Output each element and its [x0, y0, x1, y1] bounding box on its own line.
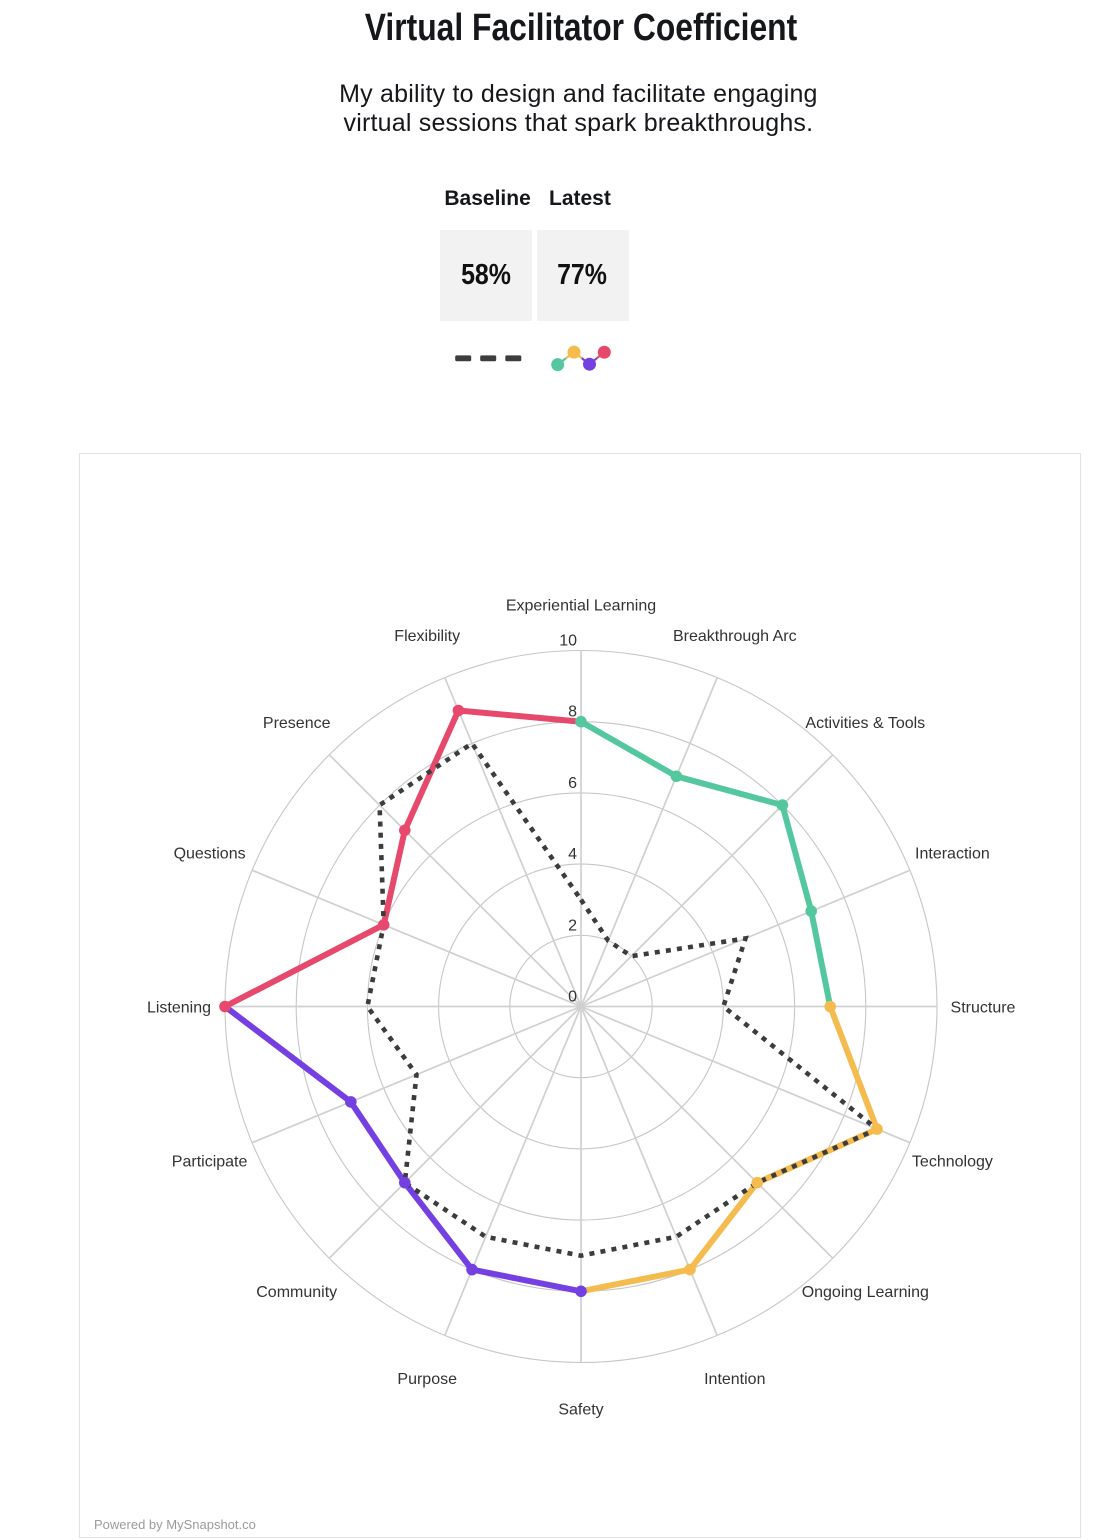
svg-text:8: 8: [568, 704, 577, 721]
svg-text:Experiential Learning: Experiential Learning: [506, 598, 656, 615]
svg-text:Questions: Questions: [174, 846, 246, 863]
svg-text:2: 2: [568, 917, 577, 934]
svg-text:0: 0: [568, 989, 577, 1006]
svg-text:Technology: Technology: [912, 1153, 993, 1170]
svg-text:Flexibility: Flexibility: [394, 628, 460, 645]
svg-text:Ongoing Learning: Ongoing Learning: [802, 1284, 929, 1301]
svg-text:Activities & Tools: Activities & Tools: [805, 715, 925, 732]
svg-text:Intention: Intention: [704, 1371, 765, 1388]
svg-text:Structure: Structure: [951, 1000, 1016, 1017]
svg-text:Purpose: Purpose: [397, 1371, 457, 1388]
svg-text:Interaction: Interaction: [915, 846, 990, 863]
svg-text:Participate: Participate: [172, 1153, 248, 1170]
svg-text:Breakthrough Arc: Breakthrough Arc: [673, 628, 797, 645]
svg-text:6: 6: [568, 775, 577, 792]
svg-text:Presence: Presence: [263, 715, 331, 732]
svg-text:Community: Community: [256, 1284, 337, 1301]
svg-text:4: 4: [568, 846, 577, 863]
svg-text:10: 10: [559, 633, 577, 650]
svg-text:Listening: Listening: [147, 1000, 211, 1017]
svg-text:Safety: Safety: [558, 1402, 603, 1419]
